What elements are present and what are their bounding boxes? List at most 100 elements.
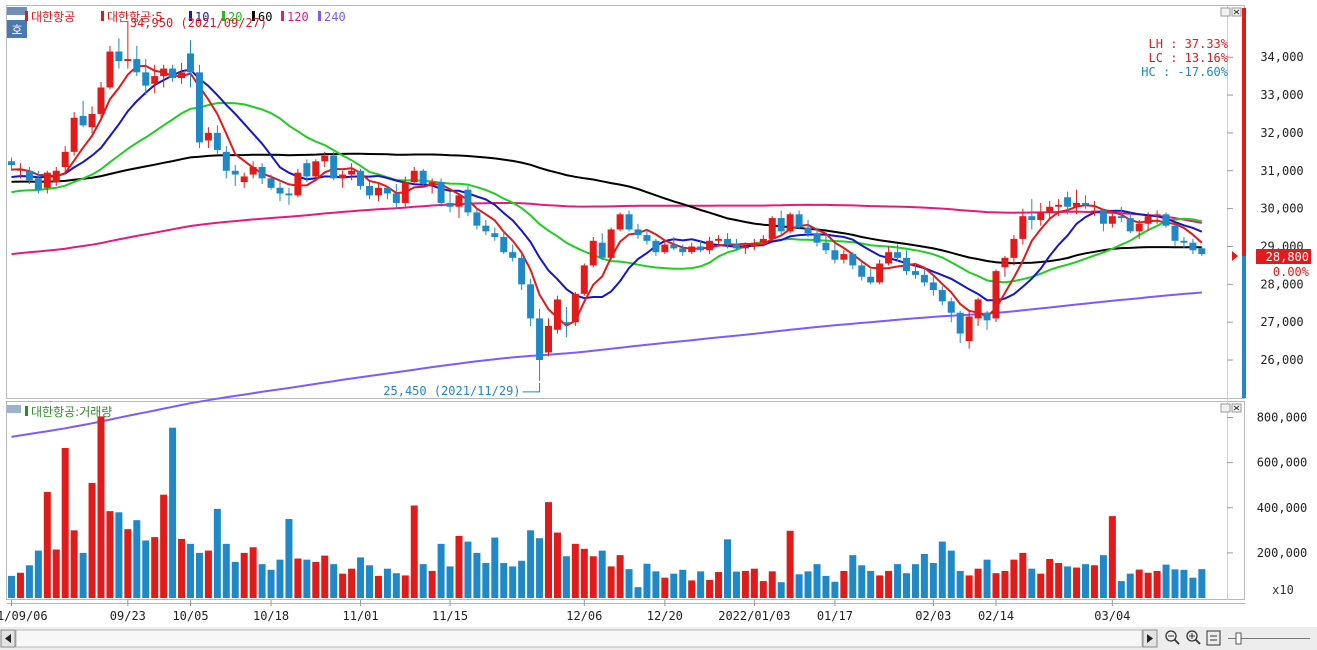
- candle-body: [339, 174, 347, 179]
- mode-button[interactable]: [7, 20, 27, 38]
- candle-body: [303, 163, 311, 177]
- candle-body: [348, 170, 356, 175]
- menu-toggle-button[interactable]: [7, 7, 27, 15]
- candle-body: [1082, 202, 1089, 205]
- candle-body: [151, 76, 159, 84]
- volume-bar: [706, 579, 714, 598]
- volume-bar: [580, 548, 588, 598]
- legend-ma240: 240: [324, 10, 346, 24]
- volume-multiplier: x10: [1272, 583, 1294, 597]
- volume-bar: [1180, 569, 1188, 598]
- zoom-slider-thumb[interactable]: [1235, 632, 1242, 645]
- candle-body: [1064, 197, 1072, 207]
- candle-body: [768, 218, 776, 239]
- volume-bar: [88, 482, 96, 598]
- candle-body: [178, 72, 186, 79]
- zoom-slider[interactable]: [1228, 632, 1310, 645]
- volume-bar: [679, 569, 687, 598]
- volume-bar: [464, 541, 472, 598]
- panel-maximize-icon[interactable]: [1220, 7, 1231, 17]
- volume-bar: [446, 566, 454, 598]
- volume-bar: [61, 447, 69, 598]
- candle-body: [240, 176, 248, 183]
- candle-body: [213, 132, 221, 150]
- volume-bar: [894, 564, 902, 598]
- lc-stat: LC : 13.16%: [1149, 51, 1229, 65]
- volume-bar: [688, 580, 696, 598]
- legend-ma120: 120: [287, 10, 309, 24]
- current-price-badge: [1256, 249, 1311, 264]
- volume-bar: [643, 563, 651, 598]
- volume-bar: [965, 575, 973, 598]
- x-tick-label: 02/03: [915, 609, 951, 623]
- candle-body: [401, 182, 409, 203]
- candle-body: [670, 244, 678, 249]
- x-tick-label: 01/17: [817, 609, 853, 623]
- reset-zoom-icon[interactable]: [1206, 630, 1221, 646]
- volume-bar: [732, 571, 740, 598]
- volume-bar: [43, 491, 51, 598]
- candle-body: [571, 293, 579, 323]
- low-annotation-label: 25,450 (2021/11/29): [383, 384, 520, 398]
- volume-bar: [437, 543, 445, 598]
- candle-body: [643, 235, 651, 241]
- zoom-in-icon[interactable]: [1186, 630, 1201, 645]
- candle-body: [267, 178, 275, 188]
- candle-body: [1171, 225, 1179, 241]
- ma10-line: [11, 68, 1203, 302]
- low-annotation: 25,450 (2021/11/29): [383, 382, 541, 398]
- x-tick-label: 10/18: [253, 609, 289, 623]
- volume-bar: [1028, 568, 1036, 598]
- price-range-strip-up: [1242, 8, 1246, 256]
- volume-panel-maximize-icon[interactable]: [1220, 403, 1231, 413]
- legend-ma5: 대한항공:5: [107, 10, 163, 24]
- volume-bar: [339, 573, 347, 598]
- volume-bar: [661, 577, 669, 598]
- zoom-out-lens: [1165, 630, 1177, 642]
- ma5-line: [11, 64, 1203, 327]
- candle-body: [688, 246, 696, 253]
- candle-body: [947, 301, 955, 313]
- candle-body: [16, 168, 24, 171]
- ma240-line: [11, 291, 1202, 438]
- candle-body: [616, 214, 624, 230]
- volume-bar: [1198, 569, 1206, 598]
- zoom-out-icon[interactable]: [1165, 630, 1180, 645]
- candle-body: [509, 252, 517, 258]
- volume-bar: [589, 556, 597, 598]
- volume-bar: [1135, 569, 1143, 598]
- volume-bar: [858, 565, 866, 598]
- volume-bar: [419, 564, 427, 598]
- candle-body: [276, 187, 284, 194]
- volume-bar: [1001, 570, 1009, 598]
- volume-bar: [804, 571, 812, 598]
- candle-body: [43, 172, 51, 188]
- legend-swatch: [101, 11, 104, 21]
- volume-bar: [903, 573, 910, 598]
- legend-swatch: [318, 11, 321, 21]
- volume-bar: [545, 502, 552, 598]
- candle-body: [249, 166, 257, 175]
- volume-bar: [1126, 573, 1134, 598]
- volume-bar: [79, 552, 87, 598]
- candle-body: [1037, 212, 1045, 220]
- candle-body: [876, 263, 884, 283]
- volume-bar: [741, 570, 749, 598]
- candle-body: [482, 225, 490, 232]
- candle-body: [885, 252, 893, 264]
- candle-body: [741, 246, 749, 249]
- volume-bar: [213, 508, 221, 598]
- candle-body: [428, 182, 436, 185]
- volume-menu-button[interactable]: [7, 405, 21, 413]
- volume-bar: [115, 512, 123, 598]
- candle-body: [661, 244, 669, 253]
- volume-bar: [724, 539, 731, 598]
- volume-bar: [974, 568, 982, 598]
- volume-bar: [553, 532, 561, 598]
- volume-axis: 800,000 600,000 400,000 200,000: [1227, 411, 1307, 560]
- volume-tick-label: 200,000: [1257, 546, 1308, 560]
- volume-bar: [768, 571, 776, 598]
- volume-bar: [383, 568, 391, 598]
- horizontal-scrollbar[interactable]: [15, 629, 1143, 648]
